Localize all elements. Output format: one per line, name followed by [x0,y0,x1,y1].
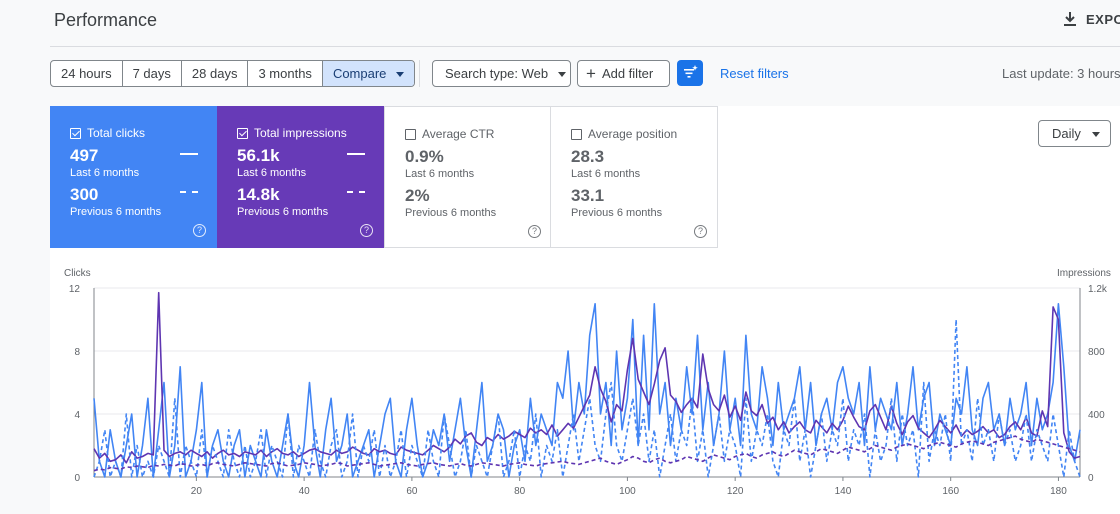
help-icon[interactable]: ? [360,224,373,237]
metric-current-label: Last 6 months [237,167,307,179]
y-tick-left: 8 [74,347,80,358]
help-icon[interactable]: ? [694,225,707,238]
metric-label: Average CTR [405,127,494,141]
granularity-dropdown[interactable]: Daily [1038,120,1111,147]
metric-name: Average CTR [422,127,495,141]
metric-name: Total impressions [254,126,347,140]
range-option-28d[interactable]: 28 days [182,61,249,86]
page-title: Performance [54,10,158,30]
y-axis-right-label: Impressions [1057,268,1111,279]
metric-name: Average position [588,127,678,141]
dashed-line-legend [180,191,198,193]
metric-previous-label: Previous 6 months [70,206,162,218]
checkbox-unchecked-icon[interactable] [405,128,416,140]
series-line-2 [93,318,1081,478]
export-button[interactable]: EXPOR [1062,11,1120,27]
x-tick-label: 100 [619,486,636,497]
y-tick-right: 400 [1088,410,1105,421]
y-tick-right: 0 [1088,473,1094,484]
y-tick-left: 0 [74,473,80,484]
chevron-down-icon [1092,132,1100,137]
series-line-3 [93,435,1081,472]
y-tick-right: 800 [1088,347,1105,358]
metric-card-ctr[interactable]: Average CTR 0.9% Last 6 months 2% Previo… [384,106,551,248]
metric-current-value: 497 [70,146,99,165]
top-bar: Performance EXPOR [0,0,1120,46]
toolbar-divider [419,60,420,87]
metric-previous-value: 33.1 [571,186,605,205]
x-tick-label: 60 [406,486,418,497]
metric-label: Average position [571,127,677,141]
metric-current-label: Last 6 months [70,167,140,179]
metric-card-impressions[interactable]: Total impressions 56.1k Last 6 months 14… [217,106,384,248]
add-filter-label: Add filter [601,66,654,81]
metric-previous-label: Previous 6 months [571,207,663,219]
metric-current-label: Last 6 months [571,168,641,180]
range-option-7d[interactable]: 7 days [123,61,182,86]
metric-previous-label: Previous 6 months [237,206,329,218]
checkbox-checked-icon[interactable] [70,127,81,139]
x-tick-label: 140 [835,486,852,497]
metric-previous-label: Previous 6 months [405,207,497,219]
x-tick-label: 40 [299,486,311,497]
filter-settings-button[interactable] [677,60,703,86]
metric-current-value: 56.1k [237,146,280,165]
y-tick-left: 12 [69,284,81,295]
range-option-24h[interactable]: 24 hours [51,61,123,86]
solid-line-legend [347,153,365,155]
series-line-1 [93,291,1081,464]
x-tick-label: 80 [514,486,526,497]
x-tick-label: 160 [942,486,959,497]
search-type-dropdown[interactable]: Search type: Web [432,60,571,87]
metric-current-value: 0.9% [405,147,444,166]
metric-name: Total clicks [87,126,146,140]
y-tick-right: 1.2k [1088,284,1108,295]
x-tick-label: 180 [1050,486,1067,497]
download-icon [1064,12,1076,26]
metric-card-clicks[interactable]: Total clicks 497 Last 6 months 300 Previ… [50,106,217,248]
checkbox-unchecked-icon[interactable] [571,128,582,140]
range-option-3m[interactable]: 3 months [248,61,323,86]
reset-filters-link[interactable]: Reset filters [720,66,789,81]
metric-previous-value: 2% [405,186,430,205]
date-range-selector: 24 hours 7 days 28 days 3 months Compare [50,60,416,87]
compare-dropdown[interactable]: Compare [322,61,415,86]
y-axis-left-label: Clicks [64,268,91,279]
metric-label: Total clicks [70,126,145,140]
x-tick-label: 20 [191,486,203,497]
filter-sparkle-icon [684,65,698,78]
help-icon[interactable]: ? [528,225,541,238]
series-line-0 [93,302,1081,478]
search-type-label: Search type: Web [445,66,549,81]
metric-current-label: Last 6 months [405,168,475,180]
metric-previous-value: 14.8k [237,185,280,204]
last-update-text: Last update: 3 hours a [1002,66,1120,81]
metric-label: Total impressions [237,126,347,140]
header-divider [50,46,1120,47]
chevron-down-icon [558,72,567,78]
checkbox-checked-icon[interactable] [237,127,248,139]
solid-line-legend [180,153,198,155]
metric-previous-value: 300 [70,185,99,204]
performance-panel: Total clicks 497 Last 6 months 300 Previ… [50,106,1120,514]
chevron-down-icon [396,72,405,78]
granularity-label: Daily [1052,126,1081,141]
dashed-line-legend [347,191,365,193]
help-icon[interactable]: ? [193,224,206,237]
x-tick-label: 120 [727,486,744,497]
y-tick-left: 4 [74,410,80,421]
metric-card-position[interactable]: Average position 28.3 Last 6 months 33.1… [551,106,718,248]
add-filter-button[interactable]: + Add filter [577,60,670,87]
export-label: EXPOR [1086,11,1120,27]
plus-icon: + [586,64,596,83]
compare-label: Compare [332,66,387,81]
metric-current-value: 28.3 [571,147,605,166]
